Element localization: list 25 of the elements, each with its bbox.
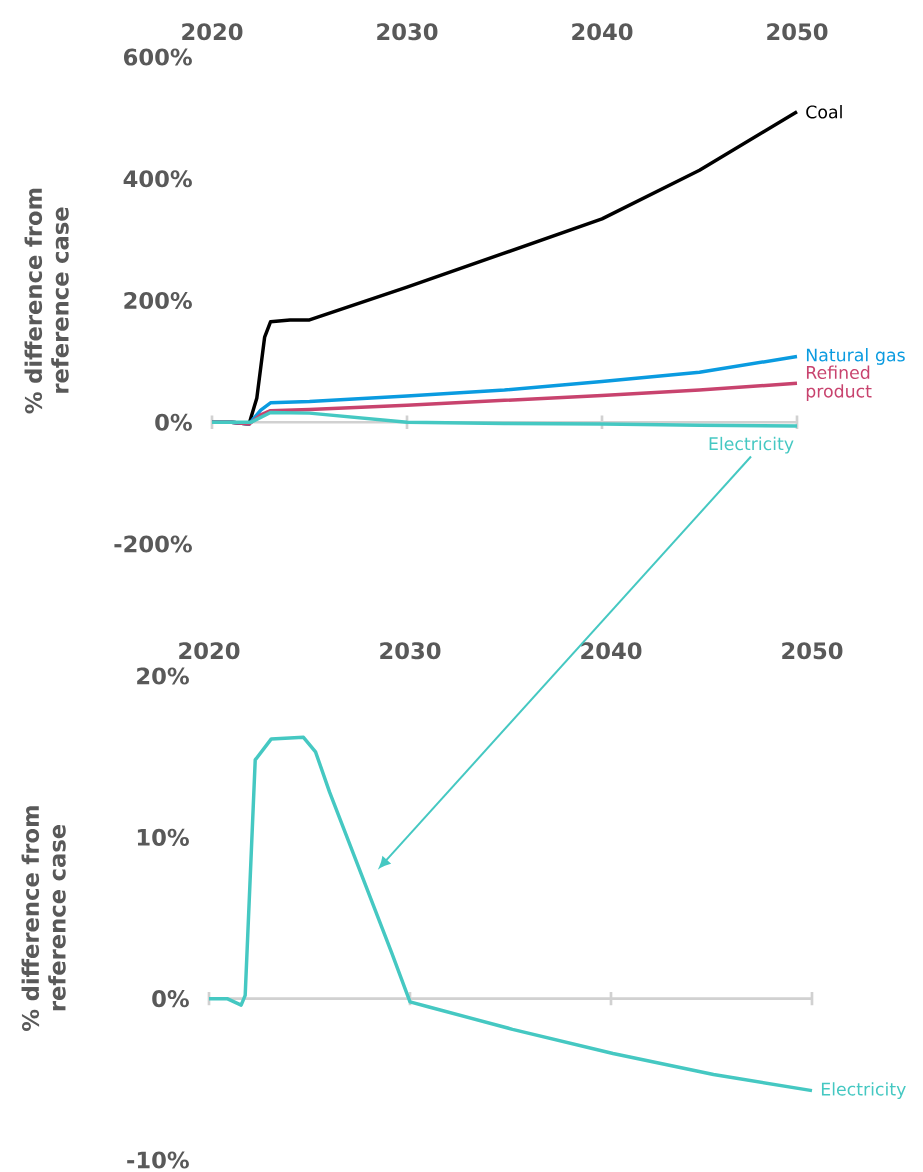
y-tick-label: 0% <box>152 990 189 1008</box>
y-tick-label: 600% <box>124 48 192 66</box>
y-tick-label: 0% <box>155 413 192 431</box>
y-tick-label: 20% <box>137 667 189 685</box>
x-tick-label: 2020 <box>179 642 240 660</box>
y-axis-title: % difference from reference case <box>21 806 66 1031</box>
series-label: Electricity <box>709 436 794 454</box>
x-tick-label: 2030 <box>377 23 438 41</box>
series-label: Electricity <box>821 1082 906 1099</box>
y-tick-label: -10% <box>127 1151 189 1169</box>
x-tick-label: 2040 <box>581 642 642 660</box>
x-tick-label: 2030 <box>380 642 441 660</box>
y-tick-label: 200% <box>124 291 192 310</box>
y-axis-title: % difference from reference case <box>24 188 69 414</box>
series-label: Natural gas <box>806 348 905 365</box>
series-label: Refined product <box>806 365 872 401</box>
series-label: Coal <box>806 105 842 119</box>
y-tick-label: -200% <box>114 535 192 553</box>
line-series <box>207 735 814 1093</box>
x-tick-label: 2020 <box>182 23 243 41</box>
x-tick-label: 2040 <box>572 23 633 41</box>
x-tick-label: 2050 <box>767 23 828 41</box>
y-tick-label: 10% <box>137 828 189 846</box>
x-tick-label: 2050 <box>782 642 843 660</box>
y-tick-label: 400% <box>123 170 192 188</box>
